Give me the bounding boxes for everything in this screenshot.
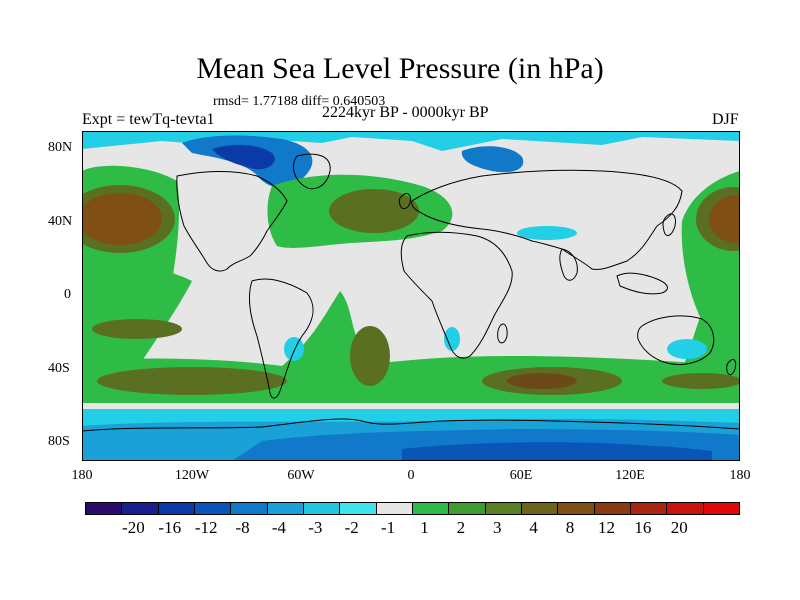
colorbar-swatch-10: [449, 503, 486, 514]
colorbar-swatch-4: [231, 503, 268, 514]
atlantic-olive: [329, 189, 419, 233]
period-label: 2224kyr BP - 0000kyr BP: [322, 104, 489, 121]
colorbar-swatch-8: [376, 503, 413, 514]
colorbar-swatch-5: [267, 503, 304, 514]
south-america-cyan: [284, 337, 304, 361]
lon-label-60e: 60E: [509, 468, 533, 483]
lat-label-0: 0: [64, 287, 71, 302]
colorbar-swatch-12: [521, 503, 559, 514]
coast-north-america: [176, 171, 288, 272]
colorbar-label: 12: [597, 518, 615, 537]
colorbar-swatch-2: [158, 503, 195, 514]
med-cyan-patch: [517, 226, 577, 240]
experiment-label: Expt = tewTq-tevta1: [82, 111, 215, 128]
arctic-blue-zone-east: [461, 146, 524, 173]
stats-label: rmsd= 1.77188 diff= 0.640503: [213, 94, 386, 109]
colorbar-label: 16: [634, 518, 652, 537]
antarctic-dark-blue: [402, 442, 712, 461]
coastlines: [82, 153, 740, 432]
season-label: DJF: [712, 111, 739, 128]
south-atlantic-olive: [350, 326, 390, 386]
coast-new-zealand: [726, 358, 737, 376]
colorbar-label: -2: [344, 518, 359, 537]
coast-india: [559, 248, 578, 281]
colorbar-swatch-6: [303, 503, 341, 514]
colorbar-swatch-16: [667, 503, 704, 514]
map-frame: [82, 131, 740, 461]
south-pacific-olive-a: [92, 319, 182, 339]
coast-maritime-asia: [616, 272, 668, 295]
colorbar-label: 2: [456, 518, 466, 537]
south-pacific-olive-b: [97, 367, 287, 395]
map-title: Mean Sea Level Pressure (in hPa): [196, 52, 604, 85]
coast-uk: [398, 193, 411, 210]
lon-label-120e: 120E: [615, 468, 645, 483]
colorbar-label: -20: [122, 518, 145, 537]
colorbar-label: -8: [235, 518, 250, 537]
colorbar-swatch-17: [703, 503, 739, 514]
lon-label-0: 0: [407, 468, 415, 483]
colorbar-label: -3: [308, 518, 323, 537]
colorbar: [85, 502, 740, 515]
colorbar-swatch-11: [485, 503, 522, 514]
lat-label-80n: 80N: [48, 140, 73, 155]
antarctic-grey-gap: [82, 403, 740, 409]
lat-label-40n: 40N: [48, 214, 73, 229]
colorbar-label: 8: [565, 518, 575, 537]
lon-label-180w: 180: [71, 468, 93, 483]
colorbar-swatch-15: [630, 503, 668, 514]
arctic-dark-blue: [212, 144, 275, 170]
colorbar-swatch-9: [412, 503, 450, 514]
colorbar-swatch-3: [194, 503, 232, 514]
lon-label-180e: 180: [729, 468, 751, 483]
lon-label-60w: 60W: [287, 468, 315, 483]
coast-japan: [662, 213, 676, 237]
coast-australia: [637, 315, 715, 366]
africa-cyan: [444, 327, 460, 351]
colorbar-label: 4: [529, 518, 538, 537]
colorbar-swatch-7: [340, 503, 377, 514]
coast-south-america: [249, 278, 314, 399]
pacific-brown-west: [82, 193, 162, 245]
colorbar-label: -1: [381, 518, 396, 537]
colorbar-swatch-14: [594, 503, 631, 514]
colorbar-swatch-1: [122, 503, 159, 514]
pressure-map: [82, 131, 740, 461]
colorbar-swatch-0: [86, 503, 123, 514]
colorbar-label: -12: [194, 518, 218, 537]
coast-africa: [400, 231, 513, 359]
pacific-brown-east: [709, 195, 740, 243]
coast-antarctica: [82, 418, 740, 432]
lat-label-80s: 80S: [48, 434, 70, 449]
coast-greenland: [293, 153, 331, 190]
colorbar-label: 20: [670, 518, 688, 537]
colorbar-label: -16: [158, 518, 182, 537]
south-tasman-olive: [662, 373, 740, 389]
coast-madagascar: [497, 323, 508, 344]
colorbar-label: 3: [493, 518, 502, 537]
colorbar-swatch-13: [558, 503, 595, 514]
south-indian-brown: [507, 373, 577, 389]
lon-label-120w: 120W: [174, 468, 210, 483]
colorbar-label: 1: [420, 518, 429, 537]
lat-label-40s: 40S: [48, 361, 70, 376]
australia-cyan: [667, 339, 707, 359]
colorbar-label: -4: [271, 518, 287, 537]
coast-eurasia: [411, 169, 683, 270]
